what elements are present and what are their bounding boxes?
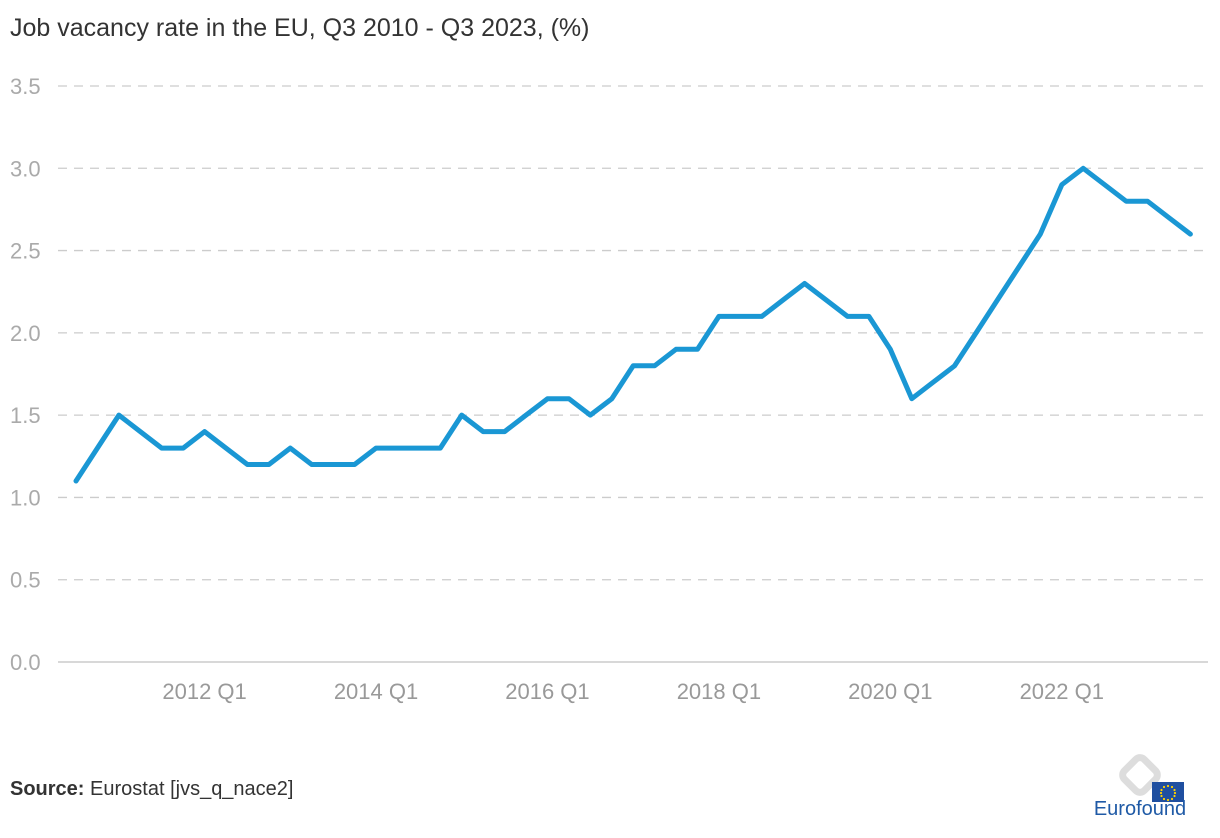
y-tick-label: 1.5 xyxy=(10,403,41,428)
y-axis-ticks: 0.0 0.5 1.0 1.5 2.0 2.5 3.0 3.5 xyxy=(10,74,41,675)
y-tick-label: 2.0 xyxy=(10,321,41,346)
x-tick-label: 2012 Q1 xyxy=(162,679,246,704)
logo-mark-icon xyxy=(1119,754,1184,804)
eurofound-logo: Eurofound xyxy=(1090,752,1200,828)
y-tick-label: 2.5 xyxy=(10,239,41,264)
chart-title: Job vacancy rate in the EU, Q3 2010 - Q3… xyxy=(10,14,590,42)
x-tick-label: 2022 Q1 xyxy=(1020,679,1104,704)
y-tick-label: 3.0 xyxy=(10,156,41,181)
y-tick-label: 1.0 xyxy=(10,485,41,510)
series-layer xyxy=(73,165,1193,484)
y-tick-label: 3.5 xyxy=(10,74,41,99)
x-tick-label: 2018 Q1 xyxy=(677,679,761,704)
x-tick-label: 2016 Q1 xyxy=(505,679,589,704)
logo-text: Eurofound xyxy=(1093,798,1187,820)
line-chart: 0.00.51.01.52.02.53.03.5 2012 Q1 2014 Q1 2… xyxy=(10,74,1208,704)
x-tick-label: 2020 Q1 xyxy=(848,679,932,704)
source-text: Eurostat [jvs_q_nace2] xyxy=(84,778,294,800)
gridlines xyxy=(58,85,1208,663)
x-axis-ticks: 2012 Q1 2014 Q1 2016 Q1 2018 Q1 2020 Q1 2022 … xyxy=(162,679,1104,704)
y-tick-label: 0.0 xyxy=(10,650,41,675)
x-tick-label: 2014 Q1 xyxy=(334,679,418,704)
source-label: Source: xyxy=(10,778,85,800)
source-note: Source: Eurostat [jvs_q_nace2] xyxy=(10,778,293,801)
y-tick-label: 0.5 xyxy=(10,568,41,593)
series-line xyxy=(73,165,1193,484)
